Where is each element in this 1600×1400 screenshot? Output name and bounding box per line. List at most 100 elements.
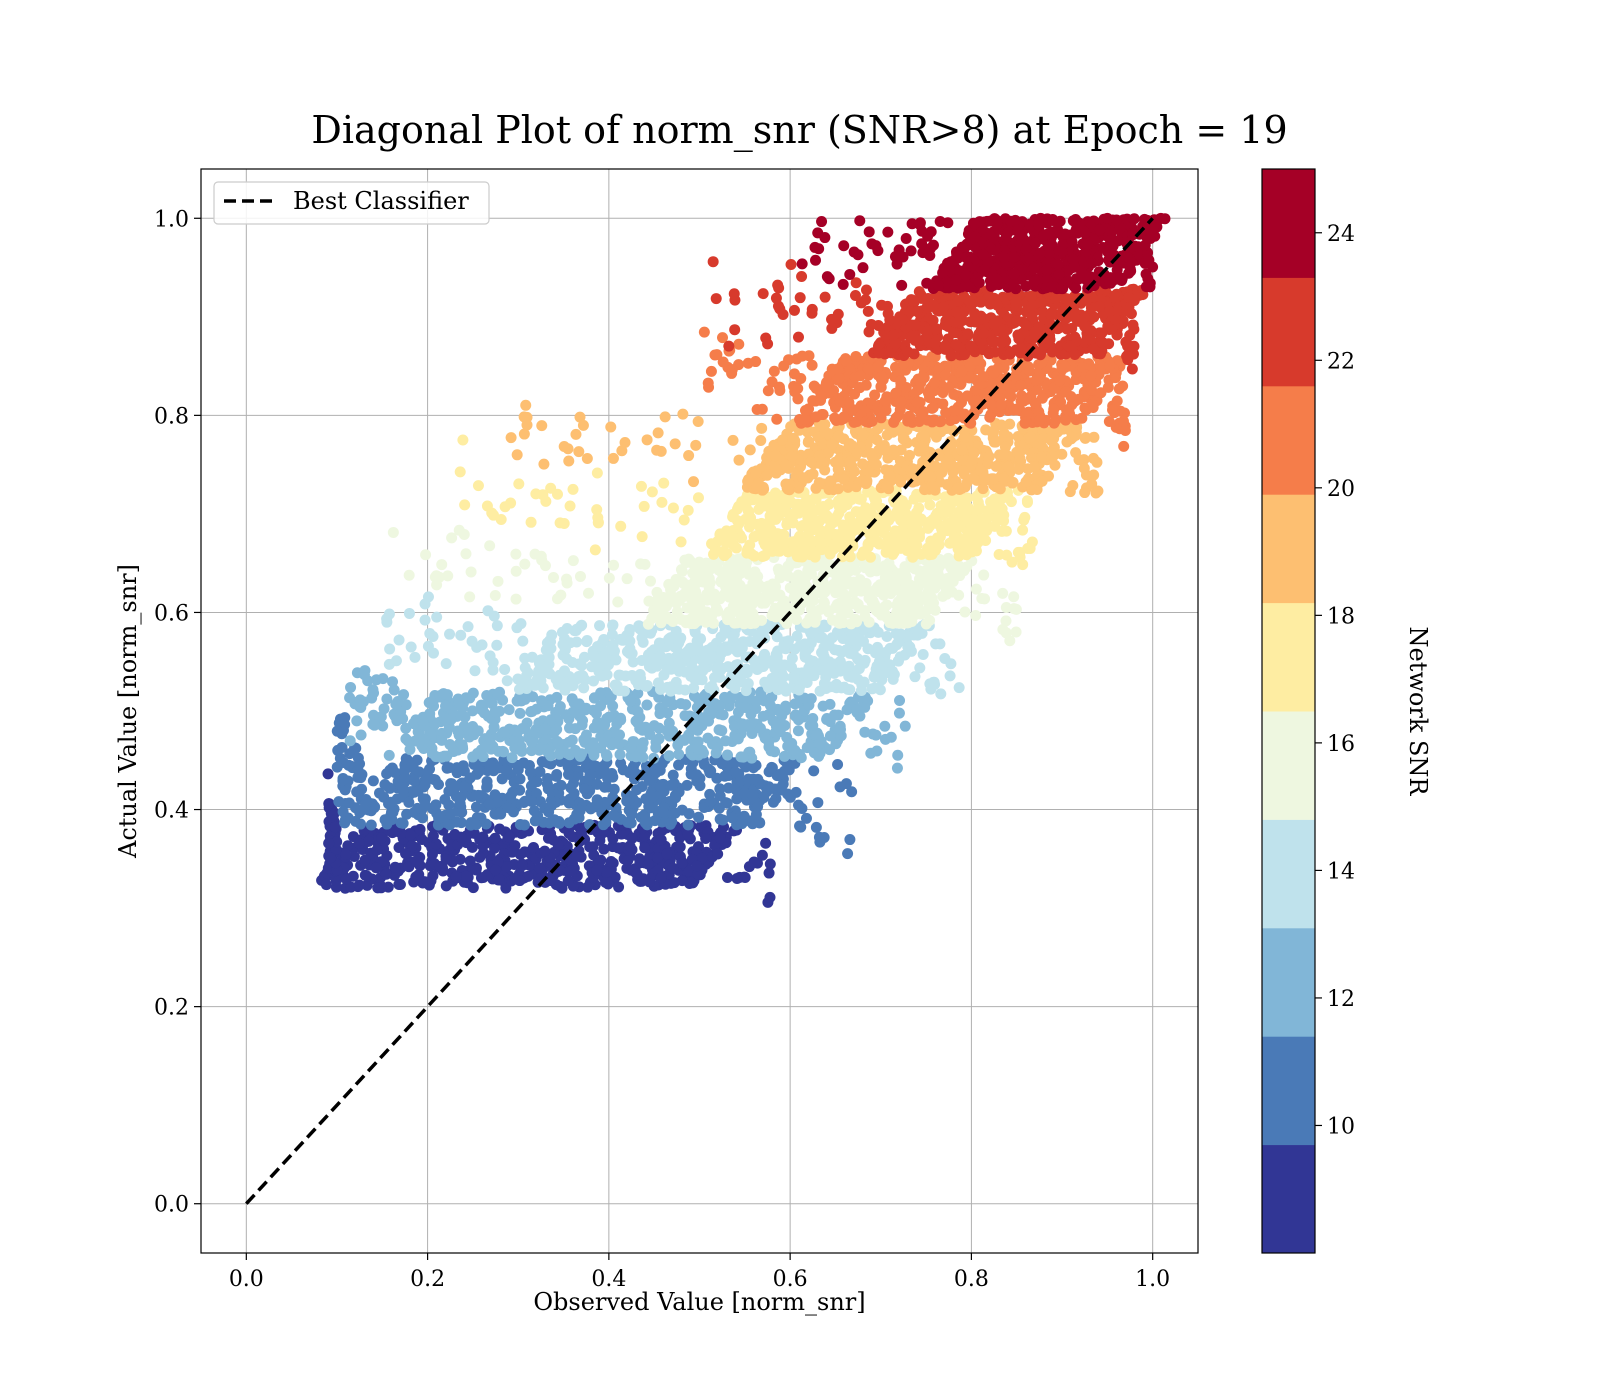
scatter-point (721, 749, 733, 761)
scatter-point (706, 561, 718, 573)
scatter-point (610, 654, 622, 666)
scatter-point (706, 538, 718, 550)
scatter-point (577, 419, 589, 431)
scatter-point (489, 706, 501, 718)
scatter-point (758, 494, 770, 506)
scatter-point (698, 326, 710, 338)
scatter-point (539, 723, 551, 735)
scatter-point (997, 623, 1009, 635)
scatter-point (929, 377, 941, 389)
scatter-point (1004, 635, 1016, 647)
scatter-point (456, 739, 468, 751)
scatter-point (410, 855, 422, 867)
scatter-point (383, 658, 395, 670)
scatter-point (443, 762, 455, 774)
scatter-point (444, 628, 456, 640)
scatter-point (440, 658, 452, 670)
scatter-point (844, 455, 856, 467)
scatter-point (503, 704, 515, 716)
scatter-point (519, 662, 531, 674)
scatter-point (320, 879, 332, 891)
scatter-point (376, 832, 388, 844)
scatter-point (495, 514, 507, 526)
scatter-point (358, 803, 370, 815)
scatter-point (422, 591, 434, 603)
scatter-point (934, 638, 946, 650)
scatter-points (316, 212, 1171, 908)
scatter-point (833, 430, 845, 442)
scatter-point (449, 828, 461, 840)
scatter-point (330, 844, 342, 856)
scatter-point (624, 695, 636, 707)
scatter-point (498, 726, 510, 738)
scatter-point (566, 865, 578, 877)
scatter-point (1030, 374, 1042, 386)
scatter-point (477, 831, 489, 843)
scatter-point (690, 439, 702, 451)
scatter-point (608, 783, 620, 795)
scatter-point (840, 778, 852, 790)
scatter-point (634, 723, 646, 735)
scatter-point (581, 635, 593, 647)
scatter-point (799, 638, 811, 650)
scatter-point (428, 647, 440, 659)
scatter-point (345, 681, 357, 693)
scatter-point (494, 807, 506, 819)
scatter-point (652, 427, 664, 439)
scatter-point (453, 524, 465, 536)
scatter-point (505, 432, 517, 444)
scatter-point (802, 512, 814, 524)
scatter-point (399, 764, 411, 776)
scatter-point (943, 381, 955, 393)
scatter-point (922, 387, 934, 399)
scatter-point (573, 698, 585, 710)
scatter-point (733, 583, 745, 595)
scatter-point (977, 371, 989, 383)
scatter-point (535, 550, 547, 562)
scatter-point (945, 562, 957, 574)
scatter-point (911, 396, 923, 408)
scatter-point (1002, 461, 1014, 473)
scatter-point (644, 575, 656, 587)
scatter-point (438, 688, 450, 700)
scatter-point (694, 780, 706, 792)
scatter-point (812, 797, 824, 809)
scatter-point (850, 350, 862, 362)
scatter-point (787, 745, 799, 757)
scatter-point (956, 548, 968, 560)
scatter-point (1008, 603, 1020, 615)
scatter-point (381, 693, 393, 705)
scatter-point (755, 528, 767, 540)
scatter-point (581, 452, 593, 464)
scatter-point (834, 724, 846, 736)
scatter-point (492, 575, 504, 587)
scatter-point (808, 765, 820, 777)
scatter-point (525, 516, 537, 528)
scatter-point (511, 695, 523, 707)
scatter-point (900, 609, 912, 621)
scatter-point (824, 730, 836, 742)
scatter-point (510, 565, 522, 577)
scatter-point (925, 683, 937, 695)
scatter-point (615, 520, 627, 532)
scatter-point (612, 596, 624, 608)
scatter-point (850, 506, 862, 518)
scatter-point (646, 486, 658, 498)
scatter-point (1028, 461, 1040, 473)
scatter-point (832, 363, 844, 375)
scatter-point (770, 450, 782, 462)
scatter-point (1050, 414, 1062, 426)
scatter-point (927, 597, 939, 609)
scatter-point (539, 845, 551, 857)
scatter-point (913, 626, 925, 638)
scatter-point (608, 559, 620, 571)
scatter-point (526, 795, 538, 807)
scatter-point (358, 669, 370, 681)
scatter-point (705, 796, 717, 808)
scatter-point (862, 538, 874, 550)
scatter-point (489, 864, 501, 876)
scatter-point (337, 806, 349, 818)
scatter-point (755, 434, 767, 446)
scatter-point (499, 663, 511, 675)
scatter-point (1013, 463, 1025, 475)
